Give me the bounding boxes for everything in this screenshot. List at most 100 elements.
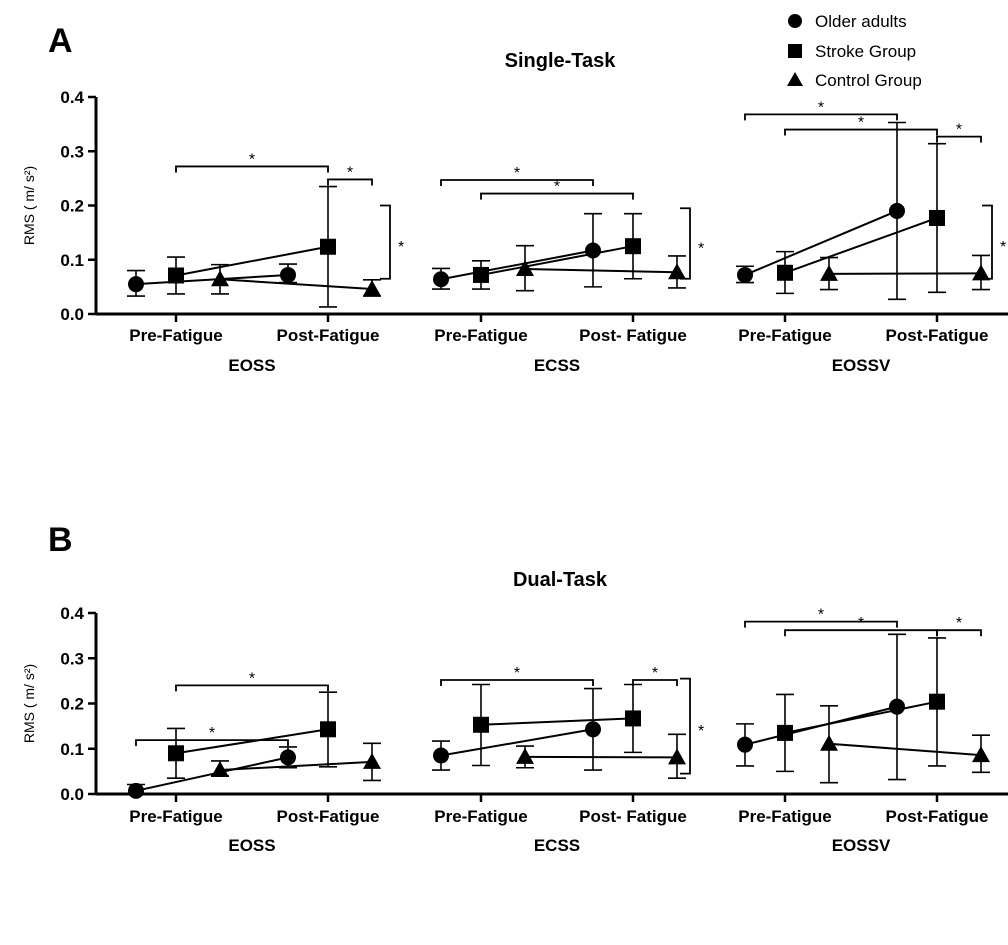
significance-star: * [347, 164, 353, 181]
series-line-control-group [828, 272, 982, 275]
x-tick-label: Pre-Fatigue [129, 807, 223, 826]
data-point-triangle [972, 746, 990, 763]
data-point-square [625, 710, 641, 727]
series-line-control-group [524, 267, 678, 274]
data-point-triangle [820, 734, 838, 751]
x-tick-label: Post- Fatigue [579, 807, 687, 826]
legend-square-marker [788, 44, 802, 58]
panel-title: Dual-Task [513, 569, 608, 591]
significance-line [784, 128, 938, 136]
significance-star: * [554, 179, 560, 196]
series-line-stroke-group [784, 700, 938, 734]
y-tick-label: 0.1 [60, 740, 84, 759]
x-tick-label: Pre-Fatigue [738, 807, 832, 826]
x-tick-label: Pre-Fatigue [129, 326, 223, 345]
significance-star: * [956, 615, 962, 632]
data-point-square [168, 745, 184, 762]
series-line-stroke-group [480, 717, 634, 726]
x-tick-label: Post-Fatigue [886, 807, 989, 826]
x-tick-label: Pre-Fatigue [434, 807, 528, 826]
data-point-circle [585, 721, 601, 738]
data-point-triangle [972, 264, 990, 281]
significance-star: * [818, 99, 824, 116]
series-line-stroke-group [480, 245, 634, 276]
y-axis-label: RMS ( m/ s²) [21, 166, 37, 245]
significance-line [744, 620, 898, 628]
x-group-label: EOSSV [832, 836, 891, 855]
significance-line [936, 629, 982, 637]
x-group-label: EOSS [228, 356, 275, 375]
series-line-control-group [219, 278, 373, 291]
legend-label: Stroke Group [815, 42, 916, 61]
data-point-square [320, 238, 336, 255]
data-point-triangle [668, 263, 686, 280]
legend-item-control-group: Control Group [787, 71, 922, 90]
panel-title: Single-Task [505, 50, 617, 72]
significance-line [175, 165, 329, 173]
series-line-older-adults [744, 210, 898, 276]
panels: A Single-Task RMS ( m/ s²) 0.0 0.1 0.2 0.3 0.4 P… [21, 22, 1008, 855]
significance-star: * [249, 670, 255, 687]
significance-line [175, 684, 329, 692]
significance-line [632, 679, 678, 686]
data-point-square [625, 238, 641, 255]
significance-star: * [956, 122, 962, 139]
data-point-circle [585, 242, 601, 259]
series-line-older-adults [440, 728, 594, 757]
significance-line [135, 739, 289, 747]
legend: Older adults Stroke Group Control Group [787, 12, 922, 90]
significance-line [744, 113, 898, 121]
series-line-control-group [828, 742, 982, 757]
data-point-square [473, 716, 489, 733]
data-point-triangle [211, 761, 229, 778]
data-point-square [777, 264, 793, 281]
x-group-label: ECSS [534, 356, 580, 375]
panel-b: B Dual-Task RMS ( m/ s²) 0.0 0.1 0.2 0.3 0.4 Pre… [21, 521, 1008, 855]
series-line-older-adults [135, 756, 289, 792]
y-tick-label: 0.2 [60, 695, 84, 714]
legend-triangle-marker [787, 72, 803, 86]
x-tick-label: Pre-Fatigue [434, 326, 528, 345]
significance-line [936, 135, 982, 143]
x-group-label: ECSS [534, 836, 580, 855]
data-point-triangle [363, 280, 381, 297]
data-point-circle [737, 736, 753, 753]
series-line-older-adults [440, 249, 594, 281]
significance-star: * [249, 151, 255, 168]
data-point-circle [128, 782, 144, 799]
panel-a: A Single-Task RMS ( m/ s²) 0.0 0.1 0.2 0.3 0.4 P… [21, 22, 1008, 375]
panel-letter: B [48, 521, 73, 559]
bracket [680, 677, 691, 775]
bracket-star: * [398, 239, 404, 256]
data-point-circle [433, 747, 449, 764]
x-group-label: EOSSV [832, 356, 891, 375]
data-point-circle [433, 271, 449, 288]
legend-item-stroke-group: Stroke Group [788, 42, 916, 61]
significance-line [440, 679, 594, 686]
data-point-square [320, 721, 336, 738]
y-tick-label: 0.4 [60, 604, 84, 623]
y-tick-label: 0.4 [60, 88, 84, 107]
data-point-circle [737, 266, 753, 283]
panel-letter: A [48, 22, 73, 60]
significance-line [440, 179, 594, 187]
bracket [982, 204, 993, 280]
data-point-square [168, 267, 184, 284]
data-point-square [473, 266, 489, 283]
x-tick-label: Post-Fatigue [277, 326, 380, 345]
y-tick-label: 0.3 [60, 142, 84, 161]
series-line-control-group [219, 760, 373, 772]
significance-star: * [514, 165, 520, 182]
data-point-circle [889, 202, 905, 219]
y-tick-label: 0.3 [60, 649, 84, 668]
data-point-circle [280, 266, 296, 283]
data-point-triangle [668, 748, 686, 765]
bracket-star: * [1000, 239, 1006, 256]
significance-star: * [818, 607, 824, 624]
x-tick-label: Post- Fatigue [579, 326, 687, 345]
series-line-stroke-group [175, 728, 329, 755]
significance-star: * [514, 665, 520, 682]
y-tick-label: 0.0 [60, 785, 84, 804]
significance-star: * [209, 725, 215, 742]
